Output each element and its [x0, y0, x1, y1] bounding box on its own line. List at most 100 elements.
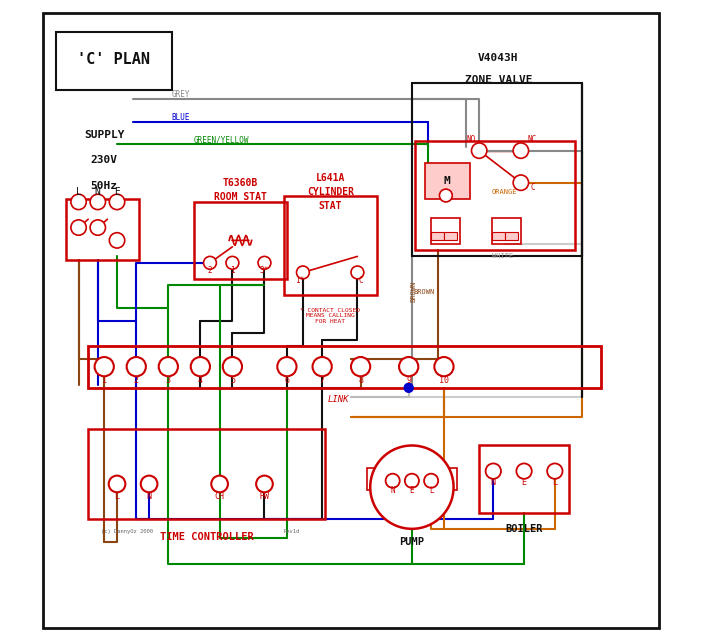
Circle shape	[71, 194, 86, 210]
Text: CH: CH	[215, 492, 225, 501]
Bar	[88, 346, 601, 388]
Text: 1: 1	[102, 376, 107, 385]
Text: GREEN/YELLOW: GREEN/YELLOW	[194, 135, 249, 144]
Text: PUMP: PUMP	[399, 537, 425, 547]
Text: 5: 5	[230, 376, 235, 385]
Text: V4043H: V4043H	[478, 53, 519, 63]
Text: BLUE: BLUE	[171, 113, 190, 122]
Text: ORANGE: ORANGE	[492, 189, 517, 196]
Circle shape	[296, 266, 310, 279]
Text: L: L	[114, 492, 119, 501]
Circle shape	[513, 175, 529, 190]
Circle shape	[204, 256, 216, 269]
Text: T6360B: T6360B	[223, 178, 258, 188]
Bar	[412, 83, 582, 256]
Bar	[415, 141, 576, 250]
Bar	[367, 468, 380, 490]
Text: ROOM STAT: ROOM STAT	[213, 192, 267, 202]
Text: 2: 2	[134, 376, 139, 385]
Text: 10: 10	[439, 376, 449, 385]
Bar	[88, 429, 325, 519]
Circle shape	[71, 220, 86, 235]
Text: N: N	[390, 486, 395, 495]
Circle shape	[472, 143, 487, 158]
Circle shape	[312, 357, 332, 376]
Circle shape	[486, 463, 501, 479]
Circle shape	[277, 357, 296, 376]
Circle shape	[211, 476, 228, 492]
Bar	[56, 32, 171, 90]
Text: TIME CONTROLLER: TIME CONTROLLER	[160, 531, 253, 542]
Circle shape	[517, 463, 531, 479]
Text: 1: 1	[230, 266, 234, 275]
Text: N: N	[491, 478, 496, 487]
Circle shape	[513, 143, 529, 158]
Bar	[431, 218, 460, 244]
Text: 'C' PLAN: 'C' PLAN	[77, 52, 150, 67]
Bar	[284, 196, 377, 295]
Circle shape	[351, 266, 364, 279]
Text: 2: 2	[208, 266, 212, 275]
Circle shape	[258, 256, 271, 269]
Text: HW: HW	[260, 492, 270, 501]
Text: 3: 3	[166, 376, 171, 385]
Circle shape	[424, 474, 438, 488]
Circle shape	[126, 357, 146, 376]
Circle shape	[385, 474, 399, 488]
Text: 50Hz: 50Hz	[91, 181, 118, 191]
Circle shape	[439, 189, 452, 202]
Bar	[505, 232, 517, 240]
Text: E: E	[522, 478, 526, 487]
Text: NC: NC	[527, 135, 536, 144]
Text: STAT: STAT	[319, 201, 343, 212]
Text: L: L	[76, 187, 81, 197]
Circle shape	[351, 357, 370, 376]
Circle shape	[159, 357, 178, 376]
Text: 230V: 230V	[91, 155, 118, 165]
Circle shape	[256, 476, 273, 492]
Text: E: E	[114, 187, 120, 197]
Circle shape	[95, 357, 114, 376]
Bar	[479, 445, 569, 513]
Text: CYLINDER: CYLINDER	[307, 187, 354, 197]
Text: * CONTACT CLOSED
MEANS CALLING
FOR HEAT: * CONTACT CLOSED MEANS CALLING FOR HEAT	[300, 308, 361, 324]
Text: BOILER: BOILER	[505, 524, 543, 534]
Circle shape	[90, 194, 105, 210]
Text: 4: 4	[198, 376, 203, 385]
Circle shape	[90, 220, 105, 235]
Circle shape	[399, 357, 418, 376]
Text: SUPPLY: SUPPLY	[84, 129, 124, 140]
Text: (c) DannyOz 2000: (c) DannyOz 2000	[101, 529, 153, 534]
Circle shape	[547, 463, 562, 479]
Text: GREY: GREY	[171, 90, 190, 99]
Text: WHITE: WHITE	[492, 253, 513, 260]
Circle shape	[435, 357, 453, 376]
Text: ZONE VALVE: ZONE VALVE	[465, 75, 532, 85]
Text: 1*: 1*	[295, 276, 305, 285]
Circle shape	[191, 357, 210, 376]
Text: C: C	[531, 183, 535, 192]
Text: 3*: 3*	[260, 266, 269, 275]
Text: L: L	[429, 486, 433, 495]
Bar	[431, 232, 444, 240]
Text: 7: 7	[319, 376, 324, 385]
Text: BROWN: BROWN	[411, 281, 417, 303]
Text: 8: 8	[358, 376, 363, 385]
Text: LINK: LINK	[327, 395, 349, 404]
Circle shape	[223, 357, 242, 376]
Circle shape	[109, 476, 126, 492]
Bar	[194, 202, 287, 279]
Circle shape	[110, 233, 125, 248]
Text: Rev1d: Rev1d	[284, 529, 300, 534]
Text: N: N	[95, 187, 101, 197]
Bar	[492, 218, 521, 244]
Bar	[444, 468, 457, 490]
Text: M: M	[444, 176, 451, 187]
Text: E: E	[409, 486, 414, 495]
Bar	[66, 199, 140, 260]
Text: L641A: L641A	[316, 173, 345, 183]
Circle shape	[110, 194, 125, 210]
Text: BROWN: BROWN	[413, 288, 435, 295]
Circle shape	[404, 383, 413, 392]
Bar	[444, 232, 457, 240]
